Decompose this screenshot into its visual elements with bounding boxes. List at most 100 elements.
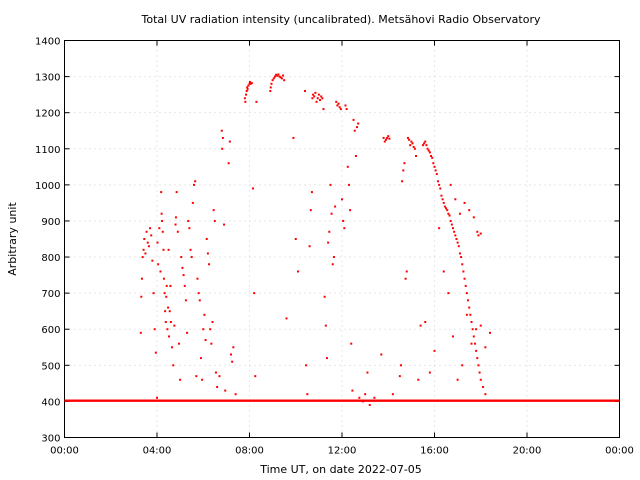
y-tick-label: 400	[41, 397, 60, 408]
data-point	[441, 198, 444, 201]
data-point	[152, 292, 155, 295]
data-point	[461, 263, 464, 266]
data-point	[158, 227, 161, 230]
data-point	[356, 126, 359, 129]
data-point	[189, 248, 192, 251]
data-point	[275, 73, 278, 76]
data-point	[329, 183, 332, 186]
data-point	[176, 230, 179, 233]
data-point	[146, 241, 149, 244]
data-point	[433, 165, 436, 168]
data-point	[204, 339, 207, 342]
data-point	[446, 209, 449, 212]
data-point	[388, 137, 391, 140]
y-tick-label: 900	[41, 217, 60, 228]
data-point	[271, 79, 274, 82]
data-point	[164, 310, 167, 313]
data-point	[351, 389, 354, 392]
data-point	[272, 77, 275, 80]
data-point	[147, 245, 150, 248]
x-tick-label: 20:00	[513, 446, 542, 457]
data-point	[198, 299, 201, 302]
data-point	[387, 135, 390, 138]
data-point	[470, 321, 473, 324]
data-point	[162, 277, 165, 280]
data-marks	[64, 73, 620, 407]
data-point	[436, 180, 439, 183]
data-point	[248, 82, 251, 85]
data-point	[415, 154, 417, 157]
data-point	[336, 104, 339, 107]
data-point	[280, 77, 283, 80]
data-point	[335, 100, 338, 103]
data-point	[319, 99, 322, 102]
data-point	[384, 138, 387, 141]
y-tick-label: 800	[41, 253, 60, 264]
data-point	[454, 234, 457, 237]
data-point	[468, 306, 471, 309]
data-point	[175, 191, 178, 194]
data-point	[216, 385, 219, 388]
data-point	[463, 277, 466, 280]
data-point	[151, 259, 154, 262]
data-point	[452, 335, 454, 338]
data-point	[177, 342, 180, 345]
data-point	[457, 245, 460, 248]
data-point	[475, 328, 478, 331]
data-point	[380, 353, 383, 356]
data-point	[168, 335, 171, 338]
data-point	[361, 400, 364, 403]
data-point	[325, 357, 328, 360]
data-point	[430, 154, 433, 157]
data-point	[323, 295, 326, 298]
data-point	[221, 147, 224, 150]
data-point	[205, 238, 208, 240]
y-tick-label: 300	[41, 434, 60, 445]
data-point	[460, 256, 463, 259]
data-point	[358, 396, 361, 399]
data-point	[477, 234, 480, 237]
data-point	[157, 263, 160, 266]
data-point	[337, 102, 340, 105]
data-point	[434, 169, 437, 172]
data-point	[285, 317, 288, 320]
y-tick-label: 1100	[35, 145, 60, 156]
data-point	[159, 270, 162, 273]
data-point	[221, 136, 224, 139]
data-point	[398, 375, 401, 378]
data-point	[224, 389, 227, 392]
x-tick-label: 04:00	[143, 446, 172, 457]
data-point	[469, 313, 472, 316]
data-point	[195, 375, 198, 378]
data-point	[145, 230, 148, 233]
data-point	[278, 75, 281, 78]
data-point	[462, 270, 465, 273]
data-point	[366, 371, 369, 374]
data-point	[143, 238, 146, 240]
data-point	[476, 357, 479, 360]
data-point	[353, 129, 356, 132]
data-point	[253, 292, 256, 295]
data-point	[183, 284, 186, 287]
data-point	[154, 351, 157, 354]
data-point	[310, 191, 313, 194]
data-point	[478, 371, 481, 374]
data-point	[141, 256, 144, 259]
data-point	[383, 140, 386, 143]
data-point	[179, 378, 182, 381]
data-point	[322, 108, 325, 111]
data-point	[334, 205, 337, 208]
data-point	[161, 219, 164, 222]
data-point	[317, 93, 320, 96]
data-point	[433, 349, 436, 352]
data-point	[368, 404, 371, 407]
data-point	[440, 194, 443, 197]
data-point	[232, 346, 235, 349]
data-point	[181, 266, 184, 269]
data-point	[330, 212, 333, 215]
data-point	[156, 241, 159, 244]
data-point	[174, 223, 177, 226]
data-point	[408, 138, 411, 141]
data-point	[479, 324, 482, 327]
